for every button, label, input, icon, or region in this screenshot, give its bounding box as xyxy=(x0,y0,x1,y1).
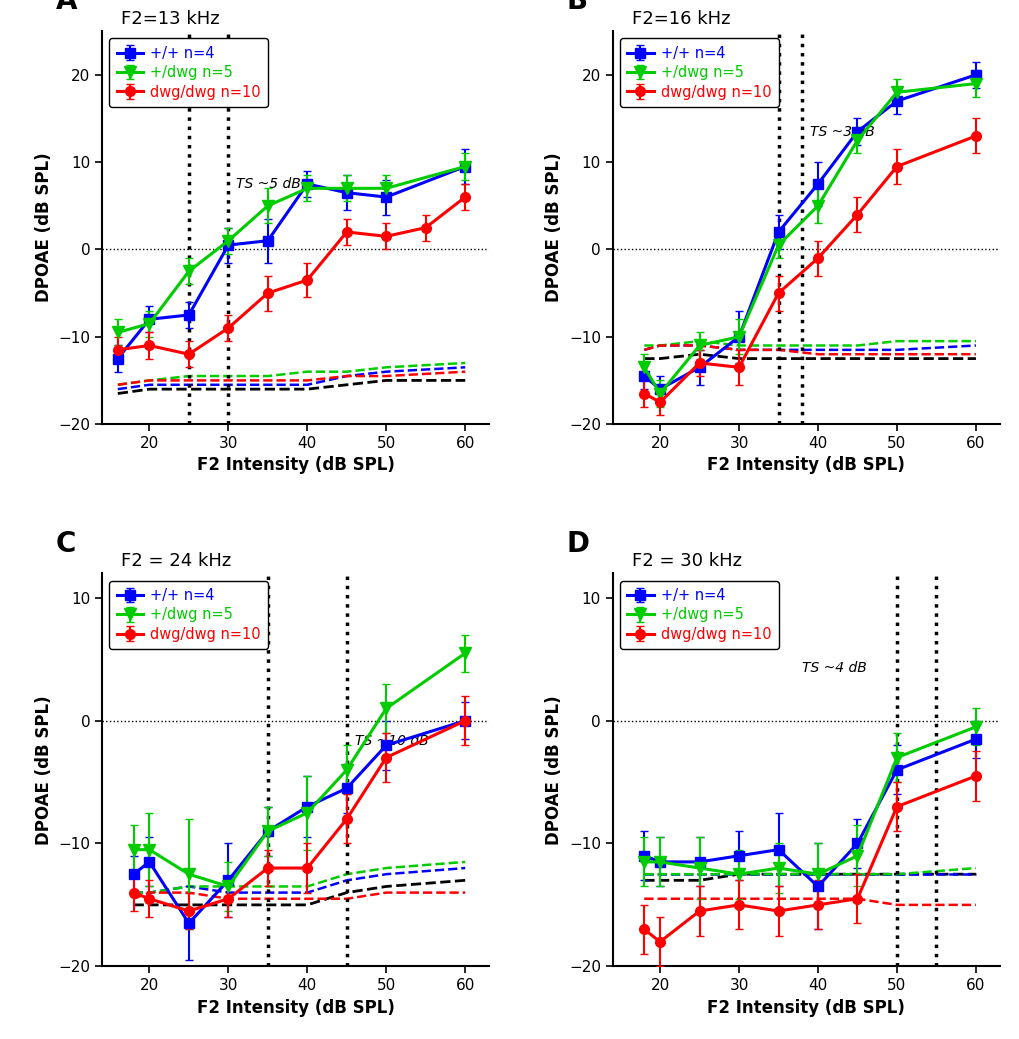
Text: TS ~10 dB: TS ~10 dB xyxy=(355,735,428,748)
Legend: +/+ n=4, +/dwg n=5, dwg/dwg n=10: +/+ n=4, +/dwg n=5, dwg/dwg n=10 xyxy=(109,581,268,649)
Y-axis label: DPOAE (dB SPL): DPOAE (dB SPL) xyxy=(545,153,562,302)
X-axis label: F2 Intensity (dB SPL): F2 Intensity (dB SPL) xyxy=(706,998,904,1016)
X-axis label: F2 Intensity (dB SPL): F2 Intensity (dB SPL) xyxy=(197,998,394,1016)
Text: C: C xyxy=(55,530,75,558)
Text: A: A xyxy=(55,0,77,16)
Y-axis label: DPOAE (dB SPL): DPOAE (dB SPL) xyxy=(545,695,562,845)
Text: B: B xyxy=(566,0,587,16)
Text: F2 = 24 kHz: F2 = 24 kHz xyxy=(121,553,231,570)
Y-axis label: DPOAE (dB SPL): DPOAE (dB SPL) xyxy=(35,153,53,302)
Text: F2 = 30 kHz: F2 = 30 kHz xyxy=(632,553,741,570)
Legend: +/+ n=4, +/dwg n=5, dwg/dwg n=10: +/+ n=4, +/dwg n=5, dwg/dwg n=10 xyxy=(620,581,777,649)
X-axis label: F2 Intensity (dB SPL): F2 Intensity (dB SPL) xyxy=(197,456,394,475)
Legend: +/+ n=4, +/dwg n=5, dwg/dwg n=10: +/+ n=4, +/dwg n=5, dwg/dwg n=10 xyxy=(109,38,268,107)
Text: F2=16 kHz: F2=16 kHz xyxy=(632,10,730,28)
Y-axis label: DPOAE (dB SPL): DPOAE (dB SPL) xyxy=(35,695,53,845)
Text: TS ~3 dB: TS ~3 dB xyxy=(809,125,874,139)
Text: TS ~5 dB: TS ~5 dB xyxy=(236,178,301,191)
Text: D: D xyxy=(566,530,589,558)
X-axis label: F2 Intensity (dB SPL): F2 Intensity (dB SPL) xyxy=(706,456,904,475)
Text: F2=13 kHz: F2=13 kHz xyxy=(121,10,220,28)
Legend: +/+ n=4, +/dwg n=5, dwg/dwg n=10: +/+ n=4, +/dwg n=5, dwg/dwg n=10 xyxy=(620,38,777,107)
Text: TS ~4 dB: TS ~4 dB xyxy=(801,661,866,674)
